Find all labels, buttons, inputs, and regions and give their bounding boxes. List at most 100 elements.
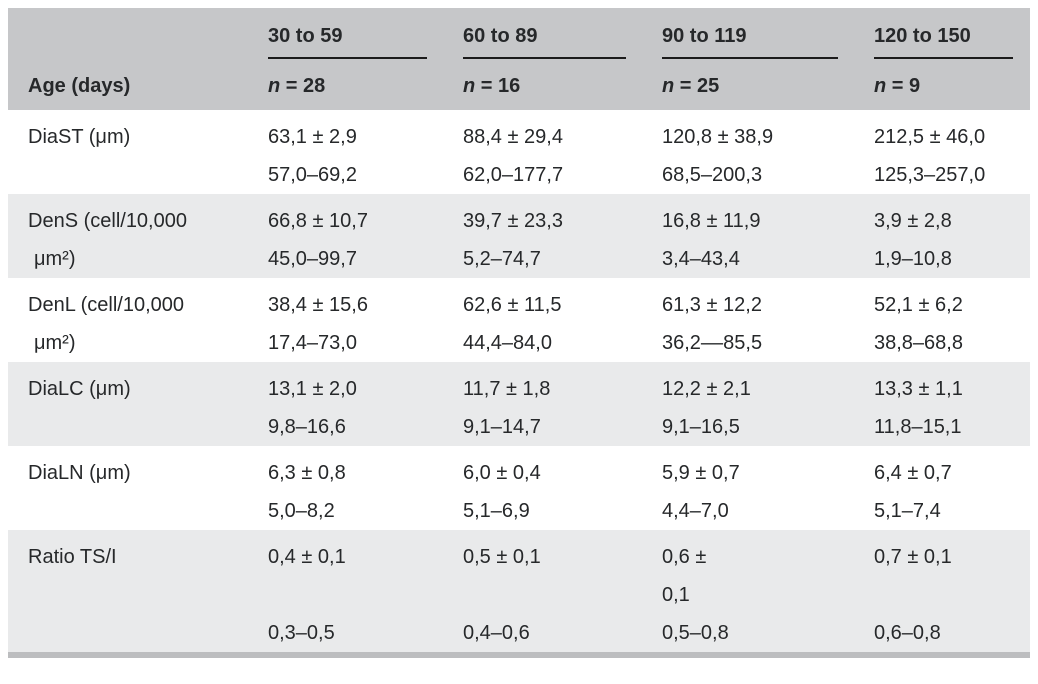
value-cell: 6,4 ± 0,7 5,1–7,4 (874, 446, 1030, 530)
mean-sd-value: 6,3 ± 0,8 (268, 462, 346, 484)
n-symbol: n (874, 75, 887, 97)
range-value: 0,6–0,8 (874, 622, 941, 644)
table-row-ratio-tsi: Ratio TS/I 0,4 ± 0,1 0,3–0,5 0,5 ± 0,1 0,4… (8, 530, 1030, 652)
mean-sd-value: 62,6 ± 11,5 (463, 294, 562, 316)
n-value: = 25 (674, 75, 720, 97)
range-value: 62,0–177,7 (463, 164, 564, 186)
age-range-label: 120 to 150 (874, 22, 1013, 59)
mean-sd-value: 63,1 ± 2,9 (268, 126, 357, 148)
range-value: 0,3–0,5 (268, 622, 335, 644)
value-cell: 11,7 ± 1,8 9,1–14,7 (463, 362, 662, 446)
value-cell: 13,1 ± 2,0 9,8–16,6 (268, 362, 463, 446)
range-value: 5,1–7,4 (874, 500, 941, 522)
age-range-header-60-89: 60 to 89 n = 16 (463, 8, 662, 110)
row-label: DenL (cell/10,000 μm²) (28, 294, 185, 354)
range-value: 57,0–69,2 (268, 164, 357, 186)
table-row-dens: DenS (cell/10,000 μm²) 66,8 ± 10,7 45,0–9… (8, 194, 1030, 278)
range-value: 9,1–16,5 (662, 416, 740, 438)
mean-sd-value: 88,4 ± 29,4 (463, 126, 563, 148)
mean-sd-value: 212,5 ± 46,0 (874, 126, 986, 148)
range-value: 9,1–14,7 (463, 416, 541, 438)
value-cell: 212,5 ± 46,0 125,3–257,0 (874, 110, 1030, 194)
range-value: 9,8–16,6 (268, 416, 346, 438)
value-cell: 88,4 ± 29,4 62,0–177,7 (463, 110, 662, 194)
value-cell: 62,6 ± 11,5 44,4–84,0 (463, 278, 662, 362)
row-label: DiaST (μm) (28, 126, 131, 148)
value-cell: 6,0 ± 0,4 5,1–6,9 (463, 446, 662, 530)
mean-sd-value: 6,0 ± 0,4 (463, 462, 541, 484)
mean-sd-value: 6,4 ± 0,7 (874, 462, 952, 484)
value-cell: 16,8 ± 11,9 3,4–43,4 (662, 194, 874, 278)
mean-sd-value: 52,1 ± 6,2 (874, 294, 963, 316)
sample-size: n = 9 (874, 72, 1013, 100)
value-cell: 3,9 ± 2,8 1,9–10,8 (874, 194, 1030, 278)
header-row: Age (days) 30 to 59 n = 28 60 to 89 n = … (8, 8, 1030, 110)
mean-sd-value: 0,5 ± 0,1 (463, 546, 541, 568)
corner-header-cell: Age (days) (8, 8, 268, 110)
value-cell: 39,7 ± 23,3 5,2–74,7 (463, 194, 662, 278)
n-value: = 28 (280, 75, 326, 97)
range-value: 1,9–10,8 (874, 248, 952, 270)
range-value: 36,2––85,5 (662, 332, 763, 354)
range-value: 4,4–7,0 (662, 500, 729, 522)
value-cell: 5,9 ± 0,7 4,4–7,0 (662, 446, 874, 530)
range-value: 17,4–73,0 (268, 332, 357, 354)
n-value: = 16 (475, 75, 521, 97)
age-range-label: 60 to 89 (463, 22, 626, 59)
row-label: DenS (cell/10,000 μm²) (28, 210, 187, 270)
mean-sd-value: 120,8 ± 38,9 (662, 126, 774, 148)
n-symbol: n (268, 75, 281, 97)
age-range-header-120-150: 120 to 150 n = 9 (874, 8, 1030, 110)
range-value: 3,4–43,4 (662, 248, 740, 270)
range-value: 5,1–6,9 (463, 500, 530, 522)
age-range-header-90-119: 90 to 119 n = 25 (662, 8, 874, 110)
value-cell: 38,4 ± 15,6 17,4–73,0 (268, 278, 463, 362)
range-value: 0,5–0,8 (662, 622, 729, 644)
value-cell: 63,1 ± 2,9 57,0–69,2 (268, 110, 463, 194)
mean-sd-value: 0,7 ± 0,1 (874, 546, 952, 568)
mean-sd-value: 0,4 ± 0,1 (268, 546, 346, 568)
table-row-dialn: DiaLN (μm) 6,3 ± 0,8 5,0–8,2 6,0 ± 0,4 5,1… (8, 446, 1030, 530)
range-value: 44,4–84,0 (463, 332, 552, 354)
row-label: Ratio TS/I (28, 546, 117, 568)
mean-sd-value: 38,4 ± 15,6 (268, 294, 368, 316)
table-bottom-border (8, 652, 1030, 658)
range-value: 0,4–0,6 (463, 622, 530, 644)
mean-sd-value: 5,9 ± 0,7 (662, 462, 740, 484)
value-cell: 61,3 ± 12,2 36,2––85,5 (662, 278, 874, 362)
mean-sd-value: 13,1 ± 2,0 (268, 378, 357, 400)
table-row-dialc: DiaLC (μm) 13,1 ± 2,0 9,8–16,6 11,7 ± 1,8… (8, 362, 1030, 446)
table-row-denl: DenL (cell/10,000 μm²) 38,4 ± 15,6 17,4–7… (8, 278, 1030, 362)
age-days-label: Age (days) (28, 75, 131, 97)
age-groups-stats-table: Age (days) 30 to 59 n = 28 60 to 89 n = … (8, 8, 1030, 652)
sample-size: n = 25 (662, 72, 838, 100)
age-range-label: 30 to 59 (268, 22, 427, 59)
mean-sd-value: 66,8 ± 10,7 (268, 210, 368, 232)
range-value: 5,2–74,7 (463, 248, 541, 270)
n-value: = 9 (886, 75, 921, 97)
value-cell: 0,7 ± 0,1 0,6–0,8 (874, 530, 1030, 652)
value-cell: 0,6 ± 0,1 0,5–0,8 (662, 530, 874, 652)
range-value: 5,0–8,2 (268, 500, 335, 522)
age-groups-table-wrapper: Age (days) 30 to 59 n = 28 60 to 89 n = … (8, 8, 1030, 658)
n-symbol: n (662, 75, 675, 97)
value-cell: 0,4 ± 0,1 0,3–0,5 (268, 530, 463, 652)
mean-sd-value: 0,6 ± 0,1 (662, 546, 707, 606)
row-label: DiaLN (μm) (28, 462, 131, 484)
value-cell: 120,8 ± 38,9 68,5–200,3 (662, 110, 874, 194)
mean-sd-value: 3,9 ± 2,8 (874, 210, 952, 232)
n-symbol: n (463, 75, 476, 97)
age-range-label: 90 to 119 (662, 22, 838, 59)
age-range-header-30-59: 30 to 59 n = 28 (268, 8, 463, 110)
value-cell: 13,3 ± 1,1 11,8–15,1 (874, 362, 1030, 446)
mean-sd-value: 13,3 ± 1,1 (874, 378, 963, 400)
value-cell: 12,2 ± 2,1 9,1–16,5 (662, 362, 874, 446)
mean-sd-value: 16,8 ± 11,9 (662, 210, 761, 232)
table-row-diast: DiaST (μm) 63,1 ± 2,9 57,0–69,2 88,4 ± 29… (8, 110, 1030, 194)
range-value: 11,8–15,1 (874, 416, 962, 438)
row-label: DiaLC (μm) (28, 378, 131, 400)
mean-sd-value: 39,7 ± 23,3 (463, 210, 563, 232)
value-cell: 52,1 ± 6,2 38,8–68,8 (874, 278, 1030, 362)
range-value: 125,3–257,0 (874, 164, 986, 186)
mean-sd-value: 61,3 ± 12,2 (662, 294, 762, 316)
